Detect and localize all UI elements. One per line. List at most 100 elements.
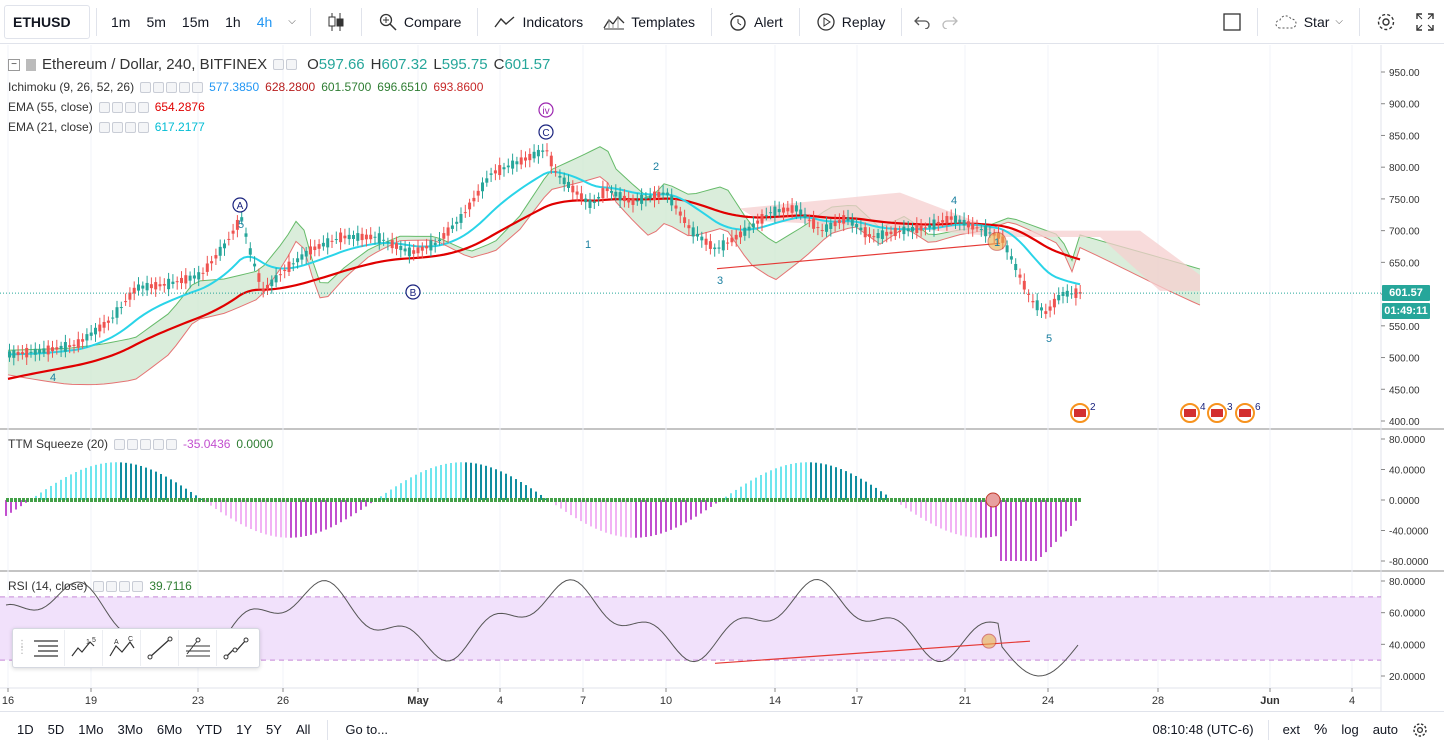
candle-body (184, 275, 188, 284)
replay-icon (817, 12, 835, 31)
range-1d[interactable]: 1D (17, 722, 34, 737)
timeframe-dropdown-icon[interactable]: ⌵ (288, 15, 296, 27)
candle-body (309, 246, 312, 255)
time-axis-label: 24 (1042, 695, 1054, 707)
candle-body (790, 205, 794, 213)
candle-body (145, 282, 149, 291)
candle-body (773, 206, 777, 216)
timeframe-1m[interactable]: 1m (111, 13, 131, 30)
collapse-icon[interactable]: − (8, 58, 20, 71)
drag-handle[interactable]: ⋮ ⋮ (17, 639, 27, 656)
timeframe-15m[interactable]: 15m (181, 13, 210, 30)
fullscreen-toggle-button[interactable] (1213, 7, 1251, 37)
candle-body (330, 240, 334, 242)
timeframe-4h[interactable]: 4h (256, 13, 273, 30)
ema21-settings-icons[interactable] (98, 121, 149, 133)
close-value: 601.57 (504, 56, 551, 73)
extended-hours-toggle[interactable]: ext (1282, 722, 1300, 737)
ichimoku-conversion-value: 577.3850 (209, 80, 260, 94)
compare-label: Compare (403, 13, 462, 30)
star-button[interactable]: Star ⌵ (1264, 7, 1353, 37)
percent-scale-toggle[interactable]: % (1313, 721, 1328, 738)
candle-body (622, 195, 626, 202)
candle-body (94, 327, 97, 335)
auto-scale-toggle[interactable]: auto (1372, 722, 1398, 737)
candle-body (128, 292, 132, 300)
rsi-settings-icons[interactable] (93, 580, 144, 592)
range-1y[interactable]: 1Y (236, 722, 253, 737)
candle-body (657, 191, 661, 198)
chart-style-button[interactable] (317, 7, 355, 37)
candle-body (472, 197, 476, 202)
time-axis-label: 4 (1349, 695, 1355, 707)
undo-button[interactable] (908, 7, 936, 37)
candle-body (240, 217, 244, 221)
price-axis-label: 550.00 (1389, 322, 1420, 333)
redo-button[interactable] (936, 7, 964, 37)
trend-line-tool-button[interactable] (141, 630, 179, 666)
range-5y[interactable]: 5Y (266, 722, 282, 737)
lines-tool-button[interactable] (27, 630, 65, 666)
candle-body (975, 227, 979, 229)
ema55-settings-icons[interactable] (98, 101, 149, 113)
range-5d[interactable]: 5D (47, 722, 65, 737)
candle-body (81, 339, 85, 342)
candle-body (614, 191, 618, 197)
candle-body (511, 160, 515, 169)
wave-label-c: C (542, 128, 549, 139)
ichimoku-legend: Ichimoku (9, 26, 52, 26) 577.3850 628.28… (8, 80, 483, 94)
symbol-search[interactable]: ETHUSD (4, 4, 90, 39)
trend-break-marker (987, 231, 1007, 251)
candle-body (820, 230, 824, 232)
ichimoku-settings-icons[interactable] (140, 81, 204, 93)
candle-body (141, 285, 145, 289)
settings-button[interactable] (1366, 7, 1406, 37)
timeframe-1h[interactable]: 1h (225, 13, 241, 30)
timeframe-5m[interactable]: 5m (146, 13, 166, 30)
ttm-settings-icons[interactable] (114, 438, 178, 450)
range-3mo[interactable]: 3Mo (117, 722, 143, 737)
time-axis-label: 7 (580, 695, 586, 707)
compare-button[interactable]: Compare (368, 7, 472, 37)
candle-body (554, 171, 558, 173)
candle-body (468, 202, 472, 210)
candle-body (25, 347, 29, 358)
candle-body (799, 209, 803, 215)
indicators-button[interactable]: Indicators (484, 7, 593, 37)
fib-channel-tool-button[interactable] (179, 630, 217, 666)
alert-button[interactable]: Alert (718, 7, 793, 37)
gear-icon[interactable] (1412, 722, 1428, 738)
candle-body (296, 258, 300, 263)
candle-body (683, 217, 687, 223)
replay-button[interactable]: Replay (806, 7, 896, 37)
goto-button[interactable]: Go to... (345, 722, 389, 737)
candle-body (584, 198, 588, 203)
candle-body (558, 175, 562, 178)
wave-label-5: 5 (1046, 333, 1052, 345)
range-all[interactable]: All (295, 722, 311, 737)
candle-body (425, 245, 429, 249)
range-1mo[interactable]: 1Mo (78, 722, 104, 737)
ichimoku-cloud-bearish (740, 192, 1200, 291)
candle-body (700, 236, 704, 241)
clock-time[interactable]: 08:10:48 (UTC-6) (1152, 722, 1254, 737)
range-6mo[interactable]: 6Mo (156, 722, 183, 737)
expand-button[interactable] (1406, 7, 1444, 37)
ichimoku-name: Ichimoku (9, 26, 52, 26) (8, 80, 135, 94)
log-scale-toggle[interactable]: log (1341, 722, 1359, 737)
templates-button[interactable]: Templates (593, 7, 705, 37)
event-count: 6 (1255, 402, 1261, 413)
series-settings-icons[interactable] (273, 59, 298, 70)
range-ytd[interactable]: YTD (196, 722, 223, 737)
path-tool-button[interactable] (217, 630, 255, 666)
last-price-tag: 601.57 (1382, 285, 1430, 301)
candle-body (631, 198, 635, 205)
candle-body (317, 244, 321, 249)
path-icon (223, 637, 249, 660)
candle-body (807, 219, 811, 221)
candle-body (1022, 280, 1026, 290)
